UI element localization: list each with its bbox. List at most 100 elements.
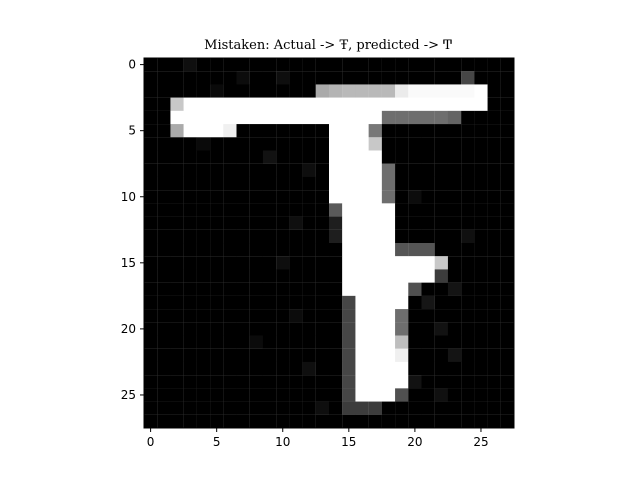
y-axis-ticks: 0 5 10 15 20 25 — [121, 58, 144, 402]
image-cell — [196, 163, 211, 178]
image-cell — [434, 388, 449, 402]
image-cell — [421, 124, 435, 138]
image-cell — [276, 295, 290, 310]
image-cell — [276, 414, 290, 429]
image-cell — [196, 375, 211, 389]
image-cell — [315, 190, 330, 204]
image-cell — [236, 176, 250, 191]
image-cell — [342, 282, 356, 296]
image-cell — [342, 348, 356, 363]
image-cell — [342, 150, 356, 164]
image-cell — [329, 375, 343, 389]
image-cell — [500, 71, 515, 85]
image-cell — [487, 256, 501, 270]
image-cell — [355, 361, 369, 376]
chart-title: Mistaken: Actual -> Ŧ, predicted -> Ͳ — [204, 38, 452, 53]
image-cell — [183, 282, 197, 296]
image-cell — [461, 335, 475, 349]
image-cell — [368, 256, 382, 270]
image-cell — [276, 110, 290, 125]
image-cell — [329, 282, 343, 296]
image-cell — [223, 335, 237, 349]
image-cell — [355, 335, 369, 349]
image-cell — [196, 110, 211, 125]
image-cell — [170, 295, 184, 310]
image-cell — [500, 97, 515, 111]
image-cell — [368, 124, 382, 138]
image-cell — [262, 190, 277, 204]
image-cell — [315, 295, 330, 310]
image-cell — [276, 137, 290, 151]
image-cell — [302, 269, 316, 283]
image-cell — [315, 216, 330, 230]
image-cell — [329, 335, 343, 349]
image-cell — [368, 71, 382, 85]
image-cell — [289, 414, 303, 429]
image-cell — [342, 176, 356, 191]
image-cell — [183, 137, 197, 151]
image-cell — [144, 401, 158, 415]
image-cell — [223, 216, 237, 230]
image-cell — [170, 97, 184, 111]
image-cell — [447, 97, 462, 111]
image-cell — [381, 58, 396, 72]
image-cell — [262, 97, 277, 111]
image-cell — [447, 229, 462, 244]
image-cell — [342, 414, 356, 429]
image-cell — [447, 388, 462, 402]
image-cell — [210, 97, 224, 111]
image-cell — [434, 295, 449, 310]
image-cell — [500, 414, 515, 429]
image-cell — [262, 229, 277, 244]
image-cell — [474, 163, 488, 178]
image-cell — [249, 361, 264, 376]
image-cell — [157, 58, 171, 72]
image-cell — [474, 124, 488, 138]
image-cell — [276, 375, 290, 389]
image-cell — [289, 335, 303, 349]
image-cell — [236, 216, 250, 230]
image-cell — [144, 58, 158, 72]
image-cell — [395, 97, 409, 111]
image-cell — [315, 97, 330, 111]
image-cell — [342, 361, 356, 376]
image-cell — [249, 97, 264, 111]
image-cell — [461, 163, 475, 178]
image-cell — [368, 203, 382, 217]
image-cell — [474, 295, 488, 310]
image-cell — [262, 124, 277, 138]
image-cell — [408, 58, 422, 72]
image-cell — [461, 176, 475, 191]
image-cell — [262, 375, 277, 389]
image-cell — [276, 203, 290, 217]
image-cell — [276, 124, 290, 138]
image-cell — [434, 150, 449, 164]
image-cell — [262, 295, 277, 310]
image-cell — [210, 163, 224, 178]
image-cell — [144, 84, 158, 98]
image-cell — [289, 97, 303, 111]
image-cell — [302, 388, 316, 402]
image-cell — [355, 414, 369, 429]
image-cell — [342, 84, 356, 98]
image-cell — [355, 71, 369, 85]
image-cell — [302, 124, 316, 138]
image-cell — [289, 203, 303, 217]
image-cell — [276, 361, 290, 376]
image-cell — [381, 388, 396, 402]
image-cell — [329, 71, 343, 85]
image-cell — [302, 176, 316, 191]
image-cell — [315, 401, 330, 415]
image-cell — [196, 322, 211, 336]
image-cell — [447, 150, 462, 164]
image-cell — [170, 388, 184, 402]
image-cell — [289, 229, 303, 244]
image-cell — [487, 58, 501, 72]
image-cell — [249, 84, 264, 98]
image-cell — [434, 375, 449, 389]
image-cell — [395, 375, 409, 389]
image-cell — [355, 176, 369, 191]
y-tick-label: 15 — [121, 256, 136, 270]
image-cell — [289, 137, 303, 151]
image-cell — [157, 322, 171, 336]
